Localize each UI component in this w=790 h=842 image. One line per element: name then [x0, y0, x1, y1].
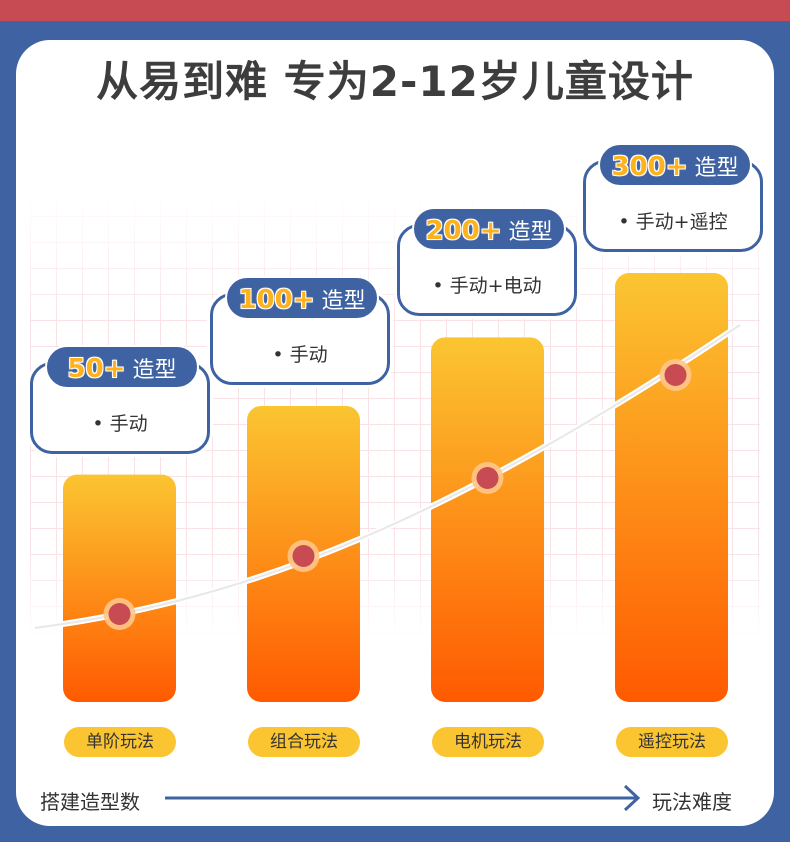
- value-pill: 100+ 造型: [225, 275, 379, 320]
- bar: [63, 474, 176, 702]
- value-label: 50+: [67, 353, 126, 384]
- feature-label: • 手动: [272, 343, 328, 366]
- category-tag: 组合玩法: [248, 727, 360, 757]
- feature-label: • 手动: [92, 412, 148, 435]
- category-tag: 单阶玩法: [64, 727, 176, 757]
- bar: [615, 273, 728, 702]
- category-tag: 遥控玩法: [616, 727, 728, 757]
- value-callout: 300+ 造型 • 手动+遥控: [583, 143, 763, 252]
- unit-label: 造型: [132, 357, 177, 383]
- feature-label: • 手动+遥控: [618, 211, 728, 233]
- value-pill: 50+ 造型: [45, 344, 199, 389]
- category-tag: 电机玩法: [432, 727, 544, 757]
- value-pill: 200+ 造型: [412, 207, 566, 252]
- data-point: [108, 603, 131, 625]
- data-point: [476, 467, 499, 489]
- value-label: 300+: [611, 152, 688, 182]
- x-axis-label: 玩法难度: [652, 790, 732, 814]
- feature-label: • 手动+电动: [432, 275, 542, 298]
- y-axis-label: 搭建造型数: [40, 790, 140, 814]
- data-point: [292, 545, 315, 567]
- unit-label: 造型: [508, 220, 553, 246]
- page-title: 从易到难 专为2-12岁儿童设计: [96, 57, 694, 106]
- value-callout: 200+ 造型 • 手动+电动: [397, 207, 577, 317]
- value-label: 100+: [238, 284, 315, 315]
- value-pill: 300+ 造型: [598, 143, 752, 187]
- value-callout: 50+ 造型 • 手动: [30, 344, 210, 454]
- value-callout: 100+ 造型 • 手动: [210, 275, 390, 385]
- unit-label: 造型: [321, 288, 366, 314]
- top-band: [0, 0, 790, 21]
- bar: [431, 337, 544, 702]
- data-point: [664, 364, 687, 386]
- axis-arrow-head: [623, 784, 641, 812]
- unit-label: 造型: [694, 156, 739, 181]
- value-label: 200+: [425, 216, 502, 247]
